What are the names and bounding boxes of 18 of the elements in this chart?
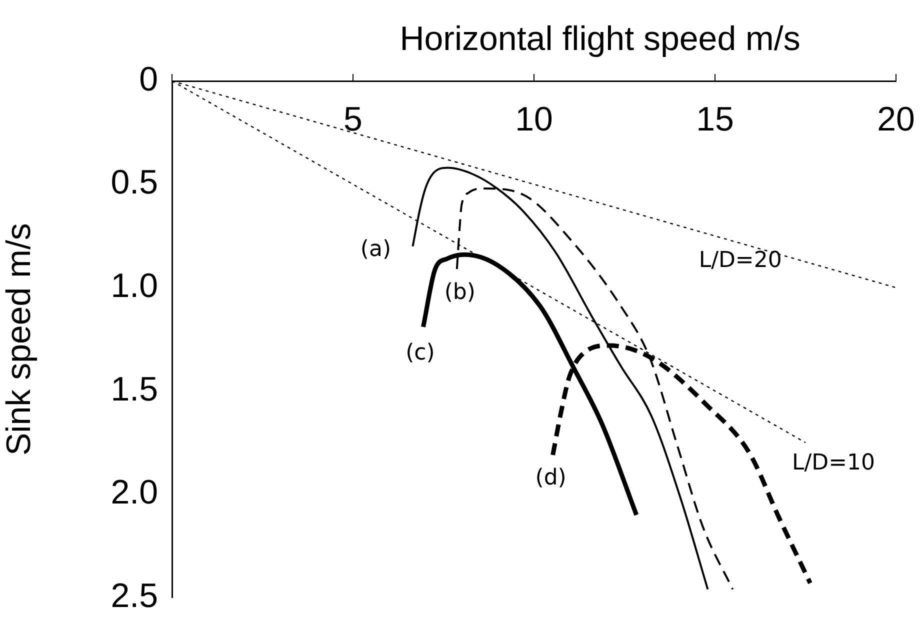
y-tick-label: 2.0 (110, 474, 158, 512)
y-tick-label: 0.5 (110, 164, 158, 202)
y-tick-label: 0 (139, 60, 158, 98)
y-tick-label: 2.5 (110, 576, 158, 615)
annotation: (a) (360, 237, 392, 262)
x-tick-label: 10 (515, 100, 553, 138)
x-axis-title: Horizontal flight speed m/s (400, 20, 800, 58)
y-tick-label: 1.5 (110, 370, 158, 408)
annotation: L/D=10 (792, 450, 876, 476)
x-tick-label: 15 (696, 100, 734, 138)
annotation: (d) (535, 466, 566, 491)
annotation: (c) (406, 340, 435, 366)
x-tick-label: 5 (344, 100, 362, 138)
annotation: L/D=20 (698, 248, 782, 273)
x-tick-label: 20 (877, 100, 915, 138)
y-tick-label: 1.0 (110, 267, 158, 306)
y-axis-title: Sink speed m/s (0, 223, 38, 456)
annotation: (b) (444, 280, 476, 305)
